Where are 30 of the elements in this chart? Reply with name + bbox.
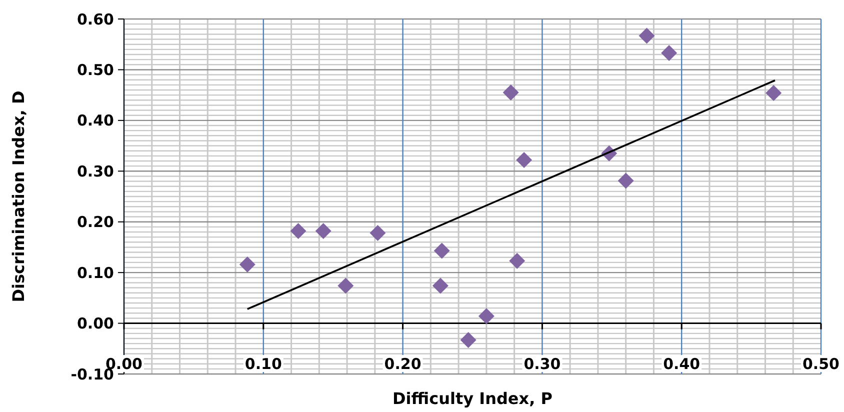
y-axis-title: Discrimination Index, D (9, 90, 28, 302)
point (478, 308, 494, 324)
point (370, 225, 386, 242)
y-tick-label: 0.50 (76, 60, 114, 79)
point (766, 85, 782, 102)
point (618, 172, 634, 189)
point (239, 256, 256, 272)
point (315, 222, 332, 239)
point (661, 44, 678, 61)
y-tick-label: 0.30 (76, 162, 114, 180)
point (638, 28, 655, 44)
y-tick-label: 0.00 (76, 314, 114, 333)
x-tick-label: 0.20 (384, 355, 422, 373)
point (338, 278, 354, 294)
point (460, 332, 476, 348)
x-tick-label: 0.10 (244, 355, 282, 373)
point (509, 252, 526, 269)
y-tick-label: 0.60 (76, 10, 114, 28)
x-axis-title: Difficulty Index, P (392, 389, 553, 408)
point (432, 278, 448, 294)
y-tick-label: 0.10 (76, 264, 114, 282)
point (502, 84, 519, 101)
y-tick-label: 0.20 (76, 213, 114, 232)
y-tick-label: 0.40 (76, 112, 114, 130)
point (290, 222, 306, 239)
x-tick-label: 0.50 (802, 355, 840, 373)
point (516, 152, 532, 168)
x-tick-label: 0.40 (663, 355, 700, 373)
x-tick-label: 0.30 (524, 355, 561, 373)
point (434, 242, 450, 259)
